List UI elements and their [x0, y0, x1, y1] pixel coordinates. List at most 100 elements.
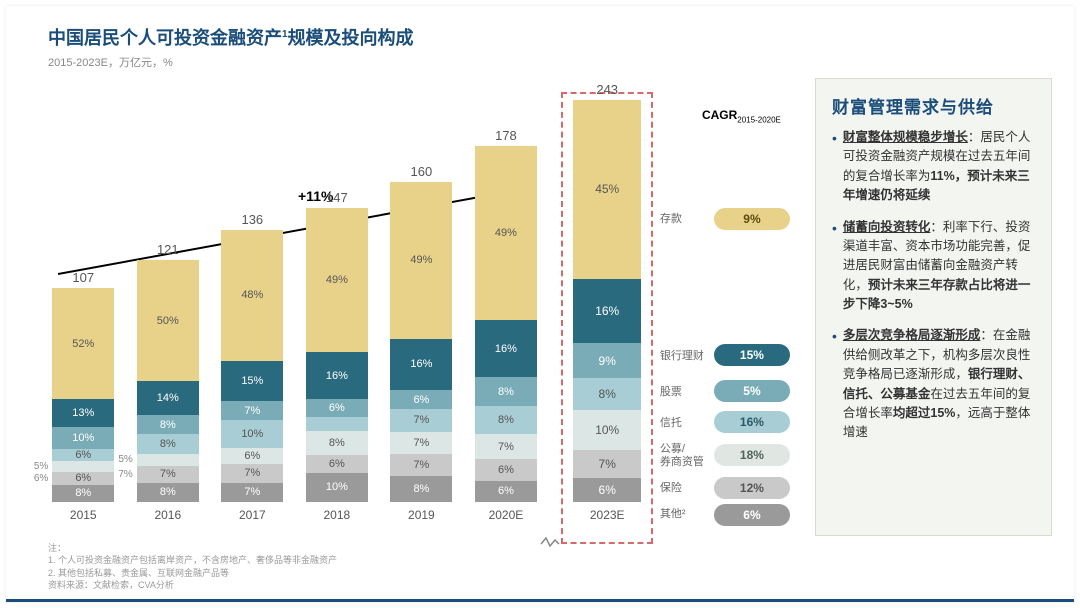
cagr-pill-wm: 15% [714, 344, 790, 366]
seg-other: 8% [52, 485, 114, 502]
seg-ins: 7%7% [137, 466, 199, 483]
seg-wm: 15% [221, 361, 283, 402]
forecast-seg-stock: 9% [573, 343, 641, 379]
bar-total: 107 [72, 270, 94, 285]
forecast-seg-ins: 7% [573, 450, 641, 478]
seg-other: 8% [390, 476, 452, 502]
series-labels: 存款银行理财股票信托公募/券商资管保险其他² [656, 78, 714, 548]
series-label-wm: 银行理财 [660, 350, 704, 363]
seg-outlabel: 6% [22, 473, 48, 484]
seg-ins: 7% [390, 454, 452, 476]
seg-outlabel: 5% [22, 461, 48, 472]
seg-trust: 7% [390, 409, 452, 431]
insight-bullet: •财富整体规模稳步增长：居民个人可投资金融资产规模在过去五年间的复合增长率为11… [832, 128, 1037, 206]
x-axis-label: 2017 [239, 508, 266, 522]
seg-dep: 49% [306, 208, 368, 352]
cagr-column: CAGR2015-2020E 9%15%5%16%18%12%6% [714, 78, 801, 548]
seg-wm: 14% [137, 381, 199, 415]
bar-total: 178 [495, 128, 517, 143]
seg-trust [306, 417, 368, 432]
seg-fund: 6% [221, 448, 283, 464]
seg-outlabel: 5% [107, 454, 133, 465]
stacked-bar-chart: +11% 1078%6%6%5%6%10%13%52%20151218%7%7%… [48, 78, 541, 548]
seg-ins: 6% [306, 455, 368, 473]
seg-dep: 50% [137, 260, 199, 381]
seg-ins: 6% [475, 459, 537, 480]
cagr-pill-fund: 18% [714, 444, 790, 466]
bar-2016: 1218%7%7%5%8%8%14%50%2016 [133, 242, 204, 522]
seg-dep: 52% [52, 288, 114, 399]
seg-other: 10% [306, 473, 368, 502]
cagr-pill-stock: 5% [714, 380, 790, 402]
bar-2018: 14710%6%8%6%16%49%2018 [302, 190, 373, 522]
series-label-fund: 公募/券商资管 [660, 443, 704, 469]
bar-2019: 1608%7%7%7%6%16%49%2019 [386, 164, 457, 522]
series-label-ins: 保险 [660, 482, 682, 495]
page-title: 中国居民个人可投资金融资产1规模及投向构成 [48, 24, 1052, 50]
seg-other: 8% [137, 483, 199, 502]
axis-break-icon [541, 518, 559, 548]
seg-other: 6% [475, 481, 537, 502]
forecast-seg-dep: 45% [573, 100, 641, 279]
cagr-pill-ins: 12% [714, 477, 790, 499]
x-axis-label: 2019 [408, 508, 435, 522]
bar-2017: 1367%7%6%10%7%15%48%2017 [217, 212, 288, 522]
seg-stock: 6% [390, 390, 452, 409]
x-axis-label: 2023E [590, 508, 625, 522]
seg-wm: 16% [306, 352, 368, 399]
seg-other: 7% [221, 483, 283, 502]
forecast-total: 243 [596, 82, 618, 97]
cagr-pill-dep: 9% [714, 208, 790, 230]
forecast-column: 243 6%7%10%8%9%16%45% 2023E [559, 78, 656, 548]
cagr-title: CAGR2015-2020E [702, 108, 781, 124]
insight-bullet: •储蓄向投资转化：利率下行、投资渠道丰富、资本市场功能完善，促进居民财富由储蓄向… [832, 218, 1037, 315]
panel-title: 财富管理需求与供给 [832, 93, 1037, 118]
bar-total: 147 [326, 190, 348, 205]
seg-stock: 8% [137, 415, 199, 434]
bar-total: 160 [411, 164, 433, 179]
insight-bullet: •多层次竞争格局逐渐形成：在金融供给侧改革之下，机构多层次良性竞争格局已逐渐形成… [832, 326, 1037, 442]
series-label-trust: 信托 [660, 417, 682, 430]
seg-ins: 7% [221, 464, 283, 483]
series-label-other: 其他² [660, 508, 686, 521]
cagr-pill-other: 6% [714, 504, 790, 526]
insights-panel: 财富管理需求与供给 •财富整体规模稳步增长：居民个人可投资金融资产规模在过去五年… [815, 78, 1052, 536]
bar-2015: 107 8%6%6%5%6%10%13%52% 2015 [48, 270, 119, 522]
bar-2020E: 1786%6%7%8%8%16%49%2020E [471, 128, 542, 522]
seg-fund: 8% [306, 431, 368, 455]
forecast-seg-other: 6% [573, 478, 641, 502]
seg-stock: 10% [52, 427, 114, 448]
seg-stock: 7% [221, 401, 283, 420]
forecast-seg-trust: 8% [573, 378, 641, 410]
cagr-pill-trust: 16% [714, 411, 790, 433]
seg-trust: 8% [475, 406, 537, 434]
seg-wm: 16% [390, 339, 452, 390]
x-axis-label: 2015 [70, 508, 97, 522]
x-axis-label: 2018 [324, 508, 351, 522]
seg-fund: 5% [52, 461, 114, 472]
footnotes: 注： 1. 个人可投资金融资产包括离岸资产，不含房地产、奢侈品等非金融资产 2.… [48, 542, 337, 592]
seg-dep: 49% [475, 146, 537, 320]
seg-fund: 7% [390, 432, 452, 454]
seg-dep: 49% [390, 182, 452, 339]
series-label-dep: 存款 [660, 213, 682, 226]
forecast-seg-fund: 10% [573, 410, 641, 450]
bar-total: 121 [157, 242, 179, 257]
seg-stock: 6% [306, 399, 368, 417]
seg-wm: 13% [52, 399, 114, 427]
seg-fund: 7% [475, 434, 537, 459]
series-label-stock: 股票 [660, 386, 682, 399]
seg-trust: 10% [221, 420, 283, 447]
seg-dep: 48% [221, 230, 283, 361]
x-axis-label: 2020E [489, 508, 524, 522]
seg-trust: 6% [52, 449, 114, 462]
seg-outlabel: 7% [107, 469, 133, 480]
seg-fund: 5% [137, 454, 199, 466]
forecast-seg-wm: 16% [573, 279, 641, 343]
seg-ins: 6%6% [52, 472, 114, 485]
seg-stock: 8% [475, 377, 537, 405]
page-subtitle: 2015-2023E，万亿元，% [48, 54, 1052, 70]
x-axis-label: 2016 [154, 508, 181, 522]
bar-total: 136 [241, 212, 263, 227]
seg-trust: 8% [137, 434, 199, 453]
